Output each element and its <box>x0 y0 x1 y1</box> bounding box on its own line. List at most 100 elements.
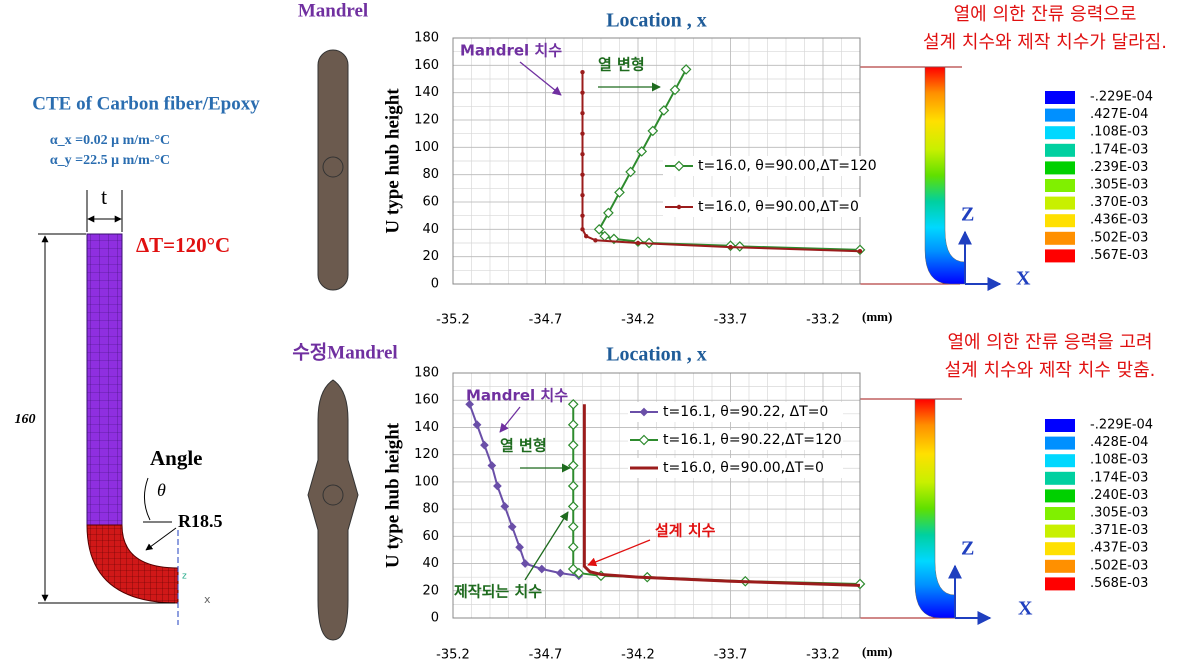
legend-label: t=16.0, θ=90.00,ΔT=120 <box>698 158 877 174</box>
radius-arrow <box>145 527 177 551</box>
legend-bg <box>628 402 843 422</box>
legend-swatch <box>1045 249 1075 263</box>
radius-label: R18.5 <box>178 511 223 531</box>
x-tick-label: -34.2 <box>621 313 655 328</box>
legend-level: .567E-03 <box>1090 248 1148 263</box>
legend-swatch <box>1045 231 1075 245</box>
legend-level: .371E-03 <box>1090 523 1148 538</box>
point <box>567 480 579 492</box>
y-tick-label: 120 <box>414 113 439 128</box>
x-tick-label: -33.2 <box>806 648 840 663</box>
legend-label: t=16.0, θ=90.00,ΔT=0 <box>698 199 859 215</box>
y-tick-label: 160 <box>414 393 439 408</box>
y-tick-label: 180 <box>414 366 439 381</box>
legend-swatch <box>1045 471 1075 485</box>
legend-swatch <box>1045 108 1075 122</box>
annotation: 설계 치수 <box>655 522 716 540</box>
legend-level: .428E-04 <box>1090 435 1148 450</box>
alpha-y: α_y =22.5 μ m/m-°C <box>50 153 170 168</box>
legend-level: .437E-03 <box>1090 541 1148 556</box>
x-axis-label: (mm) <box>862 644 892 659</box>
mandrel-label: Mandrel <box>298 0 368 21</box>
y-axis-label: U type hub height <box>382 422 403 568</box>
chart-title: Location , x <box>606 344 707 366</box>
point <box>593 238 598 243</box>
axis-x: X <box>1016 268 1031 290</box>
x-tick-label: -35.2 <box>436 648 470 663</box>
thickness-label: t <box>101 184 107 209</box>
caption: 열에 의한 잔류 응력으로 <box>954 4 1137 25</box>
point <box>567 419 579 431</box>
series-line <box>581 72 861 253</box>
point <box>603 207 614 219</box>
point <box>480 440 489 450</box>
annotation: 열 변형 <box>500 437 547 455</box>
legend-swatch <box>1045 214 1075 228</box>
y-tick-label: 20 <box>422 583 439 598</box>
annotation: Mandrel 치수 <box>466 387 568 405</box>
annotation-arrow <box>519 61 562 96</box>
legend-swatch <box>1045 559 1075 573</box>
legend-swatch <box>1045 507 1075 520</box>
caption: 열에 의한 잔류 응력을 고려 <box>947 332 1152 353</box>
annotation-arrow <box>587 539 651 567</box>
legend-level: -.229E-04 <box>1090 90 1153 105</box>
point <box>567 541 579 553</box>
point <box>580 69 585 75</box>
annotation: 열 변형 <box>598 56 645 74</box>
legend-bg <box>628 430 843 450</box>
y-tick-label: 20 <box>422 249 439 264</box>
legend-swatch <box>1045 91 1075 104</box>
point <box>580 110 585 116</box>
legend-swatch <box>1045 179 1075 192</box>
y-tick-label: 0 <box>431 611 439 626</box>
point <box>567 398 579 410</box>
y-tick-label: 40 <box>422 222 439 237</box>
point <box>465 399 474 409</box>
legend-label: t=16.0, θ=90.00,ΔT=0 <box>663 460 824 476</box>
legend-marker <box>639 407 649 417</box>
point <box>680 64 692 75</box>
legend-swatch <box>1045 524 1075 538</box>
chart-title: Location , x <box>606 10 707 32</box>
caption: 설계 치수와 제작 치수 맞춤. <box>945 360 1156 381</box>
x-tick-label: -34.2 <box>621 648 655 663</box>
axis-x: X <box>1018 598 1033 620</box>
series-line <box>582 404 861 587</box>
annotation-arrow <box>499 406 521 433</box>
y-tick-label: 120 <box>414 447 439 462</box>
delta-t: ΔT=120°C <box>136 233 230 257</box>
legend-label: t=16.1, θ=90.22, ΔT=0 <box>663 404 828 420</box>
axis-z: z <box>182 572 187 582</box>
legend-swatch <box>1045 143 1075 157</box>
angle-mark <box>143 477 172 523</box>
y-tick-label: 140 <box>414 420 439 435</box>
y-tick-label: 0 <box>431 277 439 292</box>
y-tick-label: 40 <box>422 556 439 571</box>
legend-marker <box>673 160 685 172</box>
point <box>567 521 579 533</box>
point <box>584 233 589 239</box>
y-tick-label: 100 <box>414 474 439 489</box>
legend-level: .239E-03 <box>1090 160 1148 175</box>
point <box>593 223 605 235</box>
y-tick-label: 60 <box>422 529 439 544</box>
point <box>635 240 641 246</box>
legend-swatch <box>1045 126 1075 140</box>
alpha-x: α_x =0.02 μ m/m-°C <box>50 133 170 148</box>
mandrel-hole <box>322 484 344 506</box>
legend-level: .108E-03 <box>1090 125 1148 140</box>
caption: 설계 치수와 제작 치수가 달라짐. <box>923 32 1167 53</box>
point <box>537 564 547 574</box>
point <box>580 192 585 198</box>
legend-marker <box>676 204 682 210</box>
left-panel: CTE of Carbon fiber/Epoxy α_x =0.02 μ m/… <box>15 93 260 625</box>
y-tick-label: 160 <box>414 58 439 73</box>
legend-level: .305E-03 <box>1090 178 1148 193</box>
mandrels: Mandrel 수정Mandrel <box>292 0 398 641</box>
legend-bg <box>663 197 878 217</box>
legend-level: .436E-03 <box>1090 213 1148 228</box>
legend-swatch <box>1045 419 1075 432</box>
legend-swatch <box>1045 436 1075 450</box>
